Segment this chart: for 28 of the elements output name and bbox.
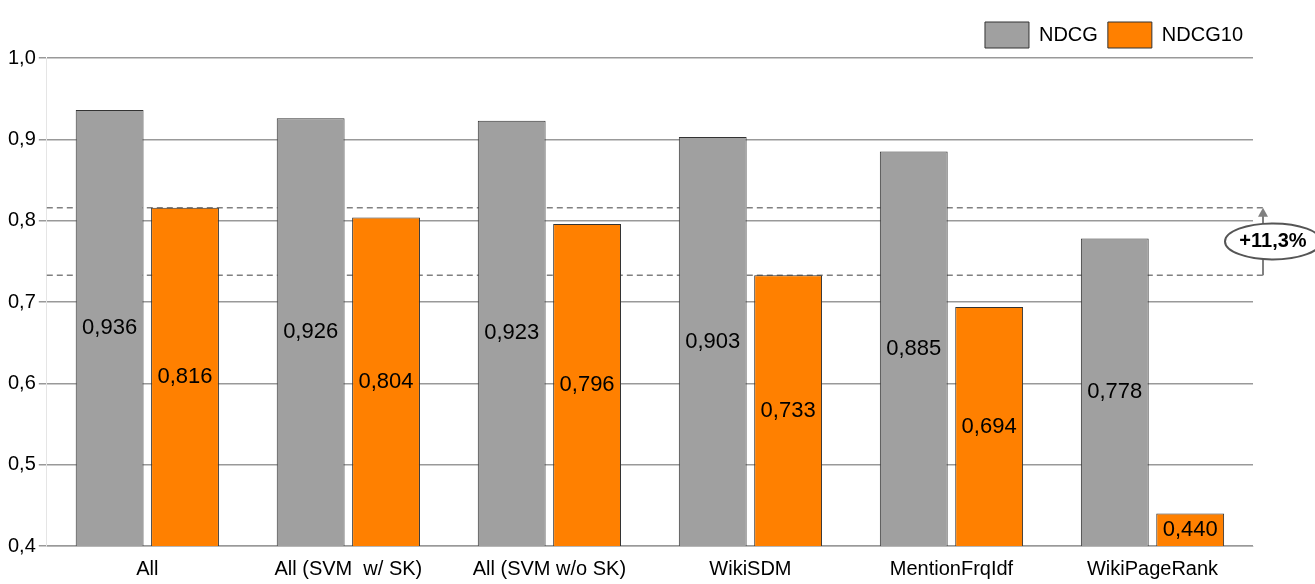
y-tick-label: 0,5 bbox=[7, 452, 36, 475]
data-label: 0,923 bbox=[484, 319, 540, 345]
y-tick-label: 1,0 bbox=[7, 45, 36, 68]
data-label: 0,903 bbox=[685, 327, 741, 353]
x-tick-label: All (SVM w/o SK) bbox=[472, 556, 627, 579]
legend-label: NDCG bbox=[1038, 22, 1098, 45]
annotation: +11,3% bbox=[1239, 228, 1307, 251]
y-tick-label: 0,9 bbox=[7, 126, 36, 149]
x-tick-label: All bbox=[136, 556, 159, 579]
y-tick-label: 0,4 bbox=[7, 533, 36, 556]
data-label: 0,885 bbox=[886, 334, 942, 360]
data-label: 0,733 bbox=[760, 396, 816, 422]
data-label: 0,440 bbox=[1162, 515, 1218, 541]
x-tick-label: WikiSDM bbox=[709, 556, 792, 579]
x-tick-label: All (SVM w/ SK) bbox=[274, 556, 423, 579]
y-tick-label: 0,7 bbox=[7, 289, 36, 312]
data-label: 0,804 bbox=[358, 367, 414, 393]
y-tick-label: 0,6 bbox=[7, 370, 36, 393]
data-label: 0,778 bbox=[1087, 378, 1143, 404]
x-tick-label: MentionFrqIdf bbox=[889, 556, 1014, 579]
y-tick-label: 0,8 bbox=[7, 208, 36, 231]
data-label: 0,816 bbox=[157, 362, 213, 388]
data-label: 0,796 bbox=[559, 371, 615, 397]
data-label: 0,926 bbox=[283, 318, 339, 344]
x-tick-label: WikiPageRank bbox=[1086, 556, 1220, 579]
data-label: 0,936 bbox=[82, 314, 138, 340]
legend-label: NDCG10 bbox=[1161, 22, 1244, 45]
data-label: 0,694 bbox=[961, 412, 1017, 438]
